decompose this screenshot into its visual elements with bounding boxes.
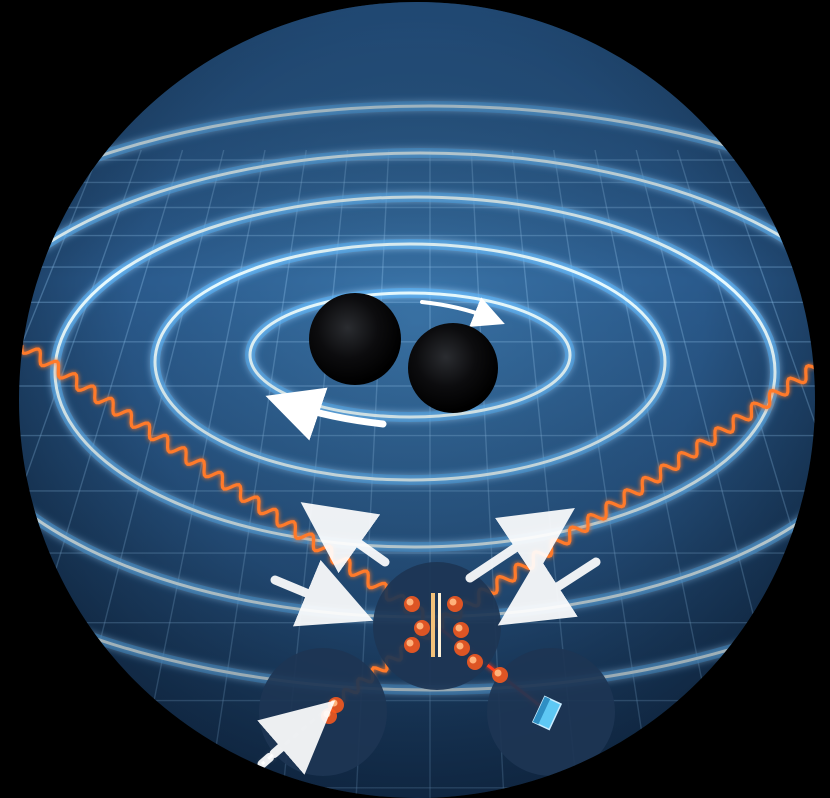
arrow-icon <box>270 559 374 627</box>
arrow-icon <box>265 387 387 441</box>
arrow-icon <box>420 297 505 327</box>
photon-highlight <box>406 639 414 647</box>
arrow-icon <box>497 556 601 626</box>
black-hole-icon <box>408 323 498 413</box>
black-hole-icon <box>309 293 401 385</box>
mirror-icon <box>531 695 563 731</box>
photon-highlight <box>494 669 502 677</box>
photon-highlight <box>323 710 331 718</box>
beam-splitter-icon <box>431 593 441 657</box>
grid-line <box>0 150 18 798</box>
photon-highlight <box>449 598 457 606</box>
arrow-icon <box>257 700 336 775</box>
orbit-arrows <box>265 297 505 441</box>
photon-highlight <box>330 699 338 707</box>
photon-highlight <box>455 624 463 632</box>
photon-highlight <box>456 642 464 650</box>
beam-splitter-housing <box>373 562 501 690</box>
arrow-icon <box>300 502 390 574</box>
arrow-icon <box>465 508 575 583</box>
photon-highlight <box>416 622 424 630</box>
photon-highlight <box>406 598 414 606</box>
photon-highlight <box>469 656 477 664</box>
arrows <box>257 502 601 775</box>
